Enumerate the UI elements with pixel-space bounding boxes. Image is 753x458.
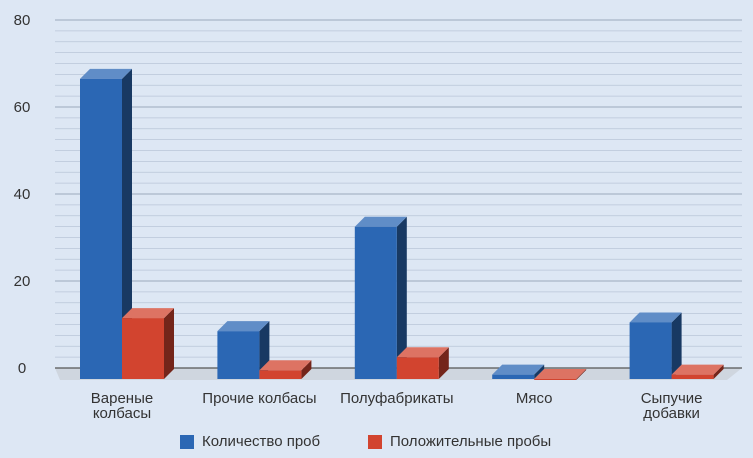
- bar-top: [629, 312, 682, 323]
- x-category-label: Полуфабрикаты: [340, 390, 453, 407]
- bar-front: [80, 78, 122, 379]
- bar-front: [122, 318, 164, 379]
- bar-top: [671, 364, 724, 375]
- bar-front: [534, 379, 577, 380]
- x-category-label: Мясо: [516, 390, 553, 407]
- bar-top: [80, 68, 132, 79]
- bar-series-2-1: [122, 308, 174, 379]
- bar-series-1-4: [492, 364, 545, 379]
- bar-top: [217, 321, 270, 332]
- legend-label-series-2: Положительные пробы: [390, 433, 551, 450]
- bar-front: [259, 370, 302, 379]
- bar-series-2-3: [396, 347, 449, 379]
- x-category-label: Сыпучие добавки: [641, 390, 703, 422]
- bar-top: [396, 347, 449, 358]
- bar-front: [671, 374, 714, 379]
- y-tick-label: 80: [14, 12, 31, 29]
- y-tick-label: 40: [14, 186, 31, 203]
- bar-series-2-2: [259, 360, 312, 379]
- bar-top: [122, 308, 174, 319]
- x-category-label: Вареные колбасы: [91, 390, 153, 422]
- bar-series-1-1: [80, 68, 132, 379]
- bar-series-2-4: [534, 369, 587, 380]
- x-category-label-line: Сыпучие: [641, 390, 703, 407]
- bar-series-1-3: [354, 216, 407, 379]
- x-category-label-line: Вареные: [91, 390, 153, 407]
- legend-label-series-1: Количество проб: [202, 433, 320, 450]
- legend-swatch-series-1: [180, 435, 194, 449]
- bar-front: [354, 226, 397, 379]
- bar-series-1-5: [629, 312, 682, 379]
- x-category-label-line: Мясо: [516, 390, 553, 407]
- x-category-label-line: Прочие колбасы: [202, 390, 316, 407]
- bar-side: [396, 216, 407, 379]
- bar-side: [164, 308, 174, 379]
- bar-side: [301, 360, 312, 379]
- bar-side: [534, 364, 545, 379]
- x-category-label-line: добавки: [643, 405, 700, 422]
- bar-series-1-2: [217, 321, 270, 379]
- y-tick-label: 0: [18, 360, 26, 377]
- legend-swatch-series-2: [368, 435, 382, 449]
- bar-front: [396, 357, 439, 379]
- bar-front: [629, 322, 672, 379]
- bar-side: [122, 68, 132, 379]
- bar-front: [217, 331, 260, 379]
- bar-top: [259, 360, 312, 371]
- bar-series-2-5: [671, 364, 724, 379]
- y-tick-label: 60: [14, 99, 31, 116]
- bar-side: [671, 312, 682, 379]
- bar-top: [492, 364, 545, 375]
- bar-side: [713, 364, 724, 379]
- bar-side: [576, 369, 587, 380]
- y-tick-label: 20: [14, 273, 31, 290]
- x-category-label-line: Полуфабрикаты: [340, 390, 453, 407]
- bar-front: [492, 374, 535, 379]
- x-category-label: Прочие колбасы: [202, 390, 316, 407]
- bar-side: [438, 347, 449, 379]
- bar-top: [354, 216, 407, 227]
- bar-top: [534, 369, 587, 379]
- x-category-label-line: колбасы: [93, 405, 151, 422]
